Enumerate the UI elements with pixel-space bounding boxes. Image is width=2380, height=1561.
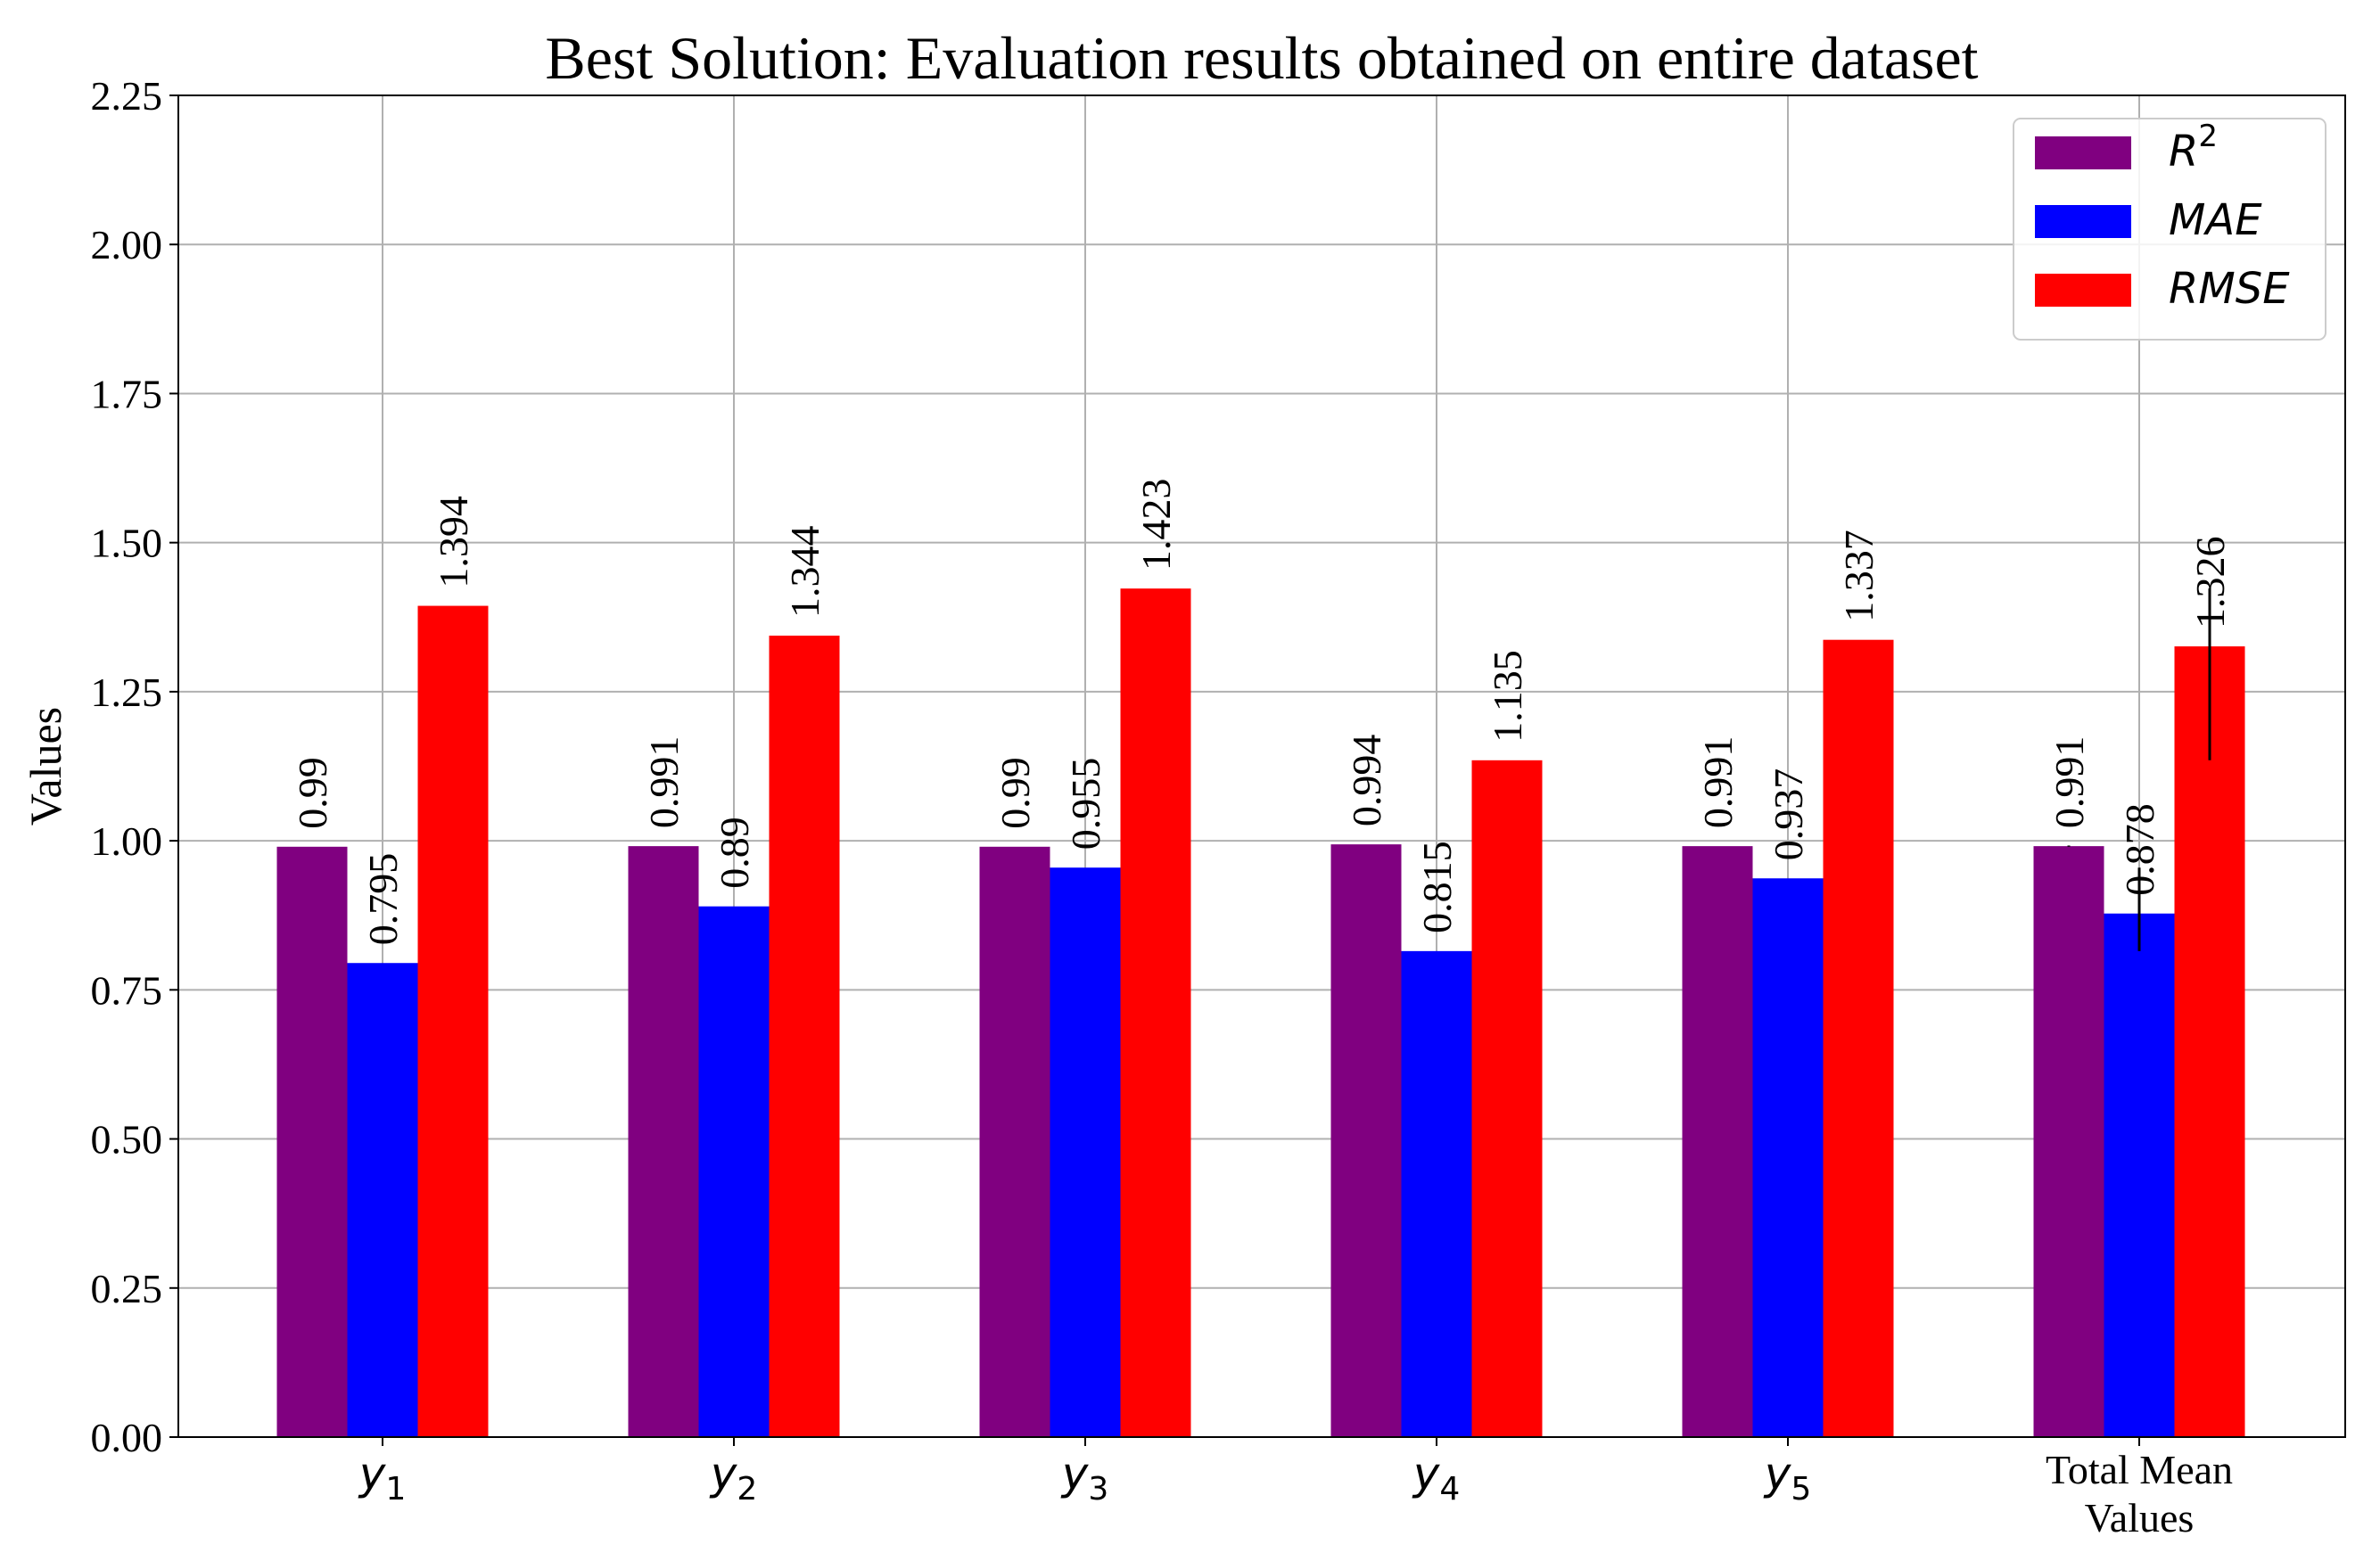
bar [979,846,1050,1437]
legend-entry-label: MAE [2169,195,2262,245]
legend-entry-label: RMSE [2169,264,2290,314]
plot-frame [177,94,2346,1438]
bar-value-label: 1.394 [431,496,476,588]
bar-value-label: 0.795 [360,853,406,946]
legend: R2 MAE RMSE [2013,118,2326,341]
bar [1401,950,1472,1437]
bar [2104,913,2175,1437]
bar-value-label: 1.135 [1485,650,1530,743]
legend-swatch [2035,274,2131,307]
bar [1752,878,1824,1437]
bar-value-label: 0.89 [712,817,757,889]
bar-value-label: 0.937 [1766,768,1811,861]
x-tick-label: Total Mean [2046,1447,2233,1492]
bar-value-label: 0.815 [1414,841,1460,933]
y-tick-label: 1.00 [91,818,163,864]
y-tick-label: 1.25 [91,670,163,715]
bar [1471,760,1543,1437]
x-tick-label: y5 [1763,1448,1812,1508]
bar-value-label: 1.344 [782,526,828,619]
y-tick-label: 1.50 [91,521,163,566]
bar [276,846,348,1437]
bar-value-label: 0.878 [2117,803,2162,896]
bar [1682,846,1753,1437]
x-tick-label: y3 [1060,1448,1109,1508]
bar-value-label: 0.994 [1344,735,1389,827]
bar [2174,646,2245,1437]
y-axis-label: Values [21,707,70,826]
bar [1050,867,1121,1437]
bar-value-label: 0.991 [2046,736,2092,829]
bar-value-label: 0.99 [290,757,335,829]
y-tick-label: 2.00 [91,222,163,267]
bars-layer [276,588,2245,1437]
x-tick-label: y1 [358,1448,407,1508]
legend-swatch [2035,205,2131,238]
y-tick-label: 0.75 [91,967,163,1013]
bar-value-label: 1.337 [1836,530,1882,622]
bar [347,963,418,1437]
bar [698,906,770,1437]
y-axis-ticks: 0.00 0.25 0.50 0.75 1.00 1.25 1.50 1.75 2.00 2.25 [91,73,178,1460]
bar [417,605,489,1437]
y-tick-label: 0.00 [91,1415,163,1460]
y-tick-label: 0.50 [91,1117,163,1163]
chart-title: Best Solution: Evaluation results obtain… [545,24,1978,92]
legend-swatch [2035,136,2131,169]
x-tick-label: Values [2085,1495,2195,1540]
x-tick-label: y2 [709,1448,758,1508]
bar [1823,639,1894,1437]
error-bars-layer [2067,588,2211,951]
y-tick-label: 0.25 [91,1266,163,1311]
y-tick-label: 2.25 [91,73,163,119]
bar-value-label: 0.99 [992,757,1038,829]
bar-value-label: 0.991 [641,736,687,829]
bar-value-label: 1.423 [1133,479,1179,571]
bar [628,846,699,1437]
bar-value-label: 0.991 [1695,736,1741,829]
legend-entry-label: R2 [2169,119,2218,177]
bar [1120,588,1191,1437]
bar-value-label: 1.326 [2187,537,2233,629]
bar [2033,846,2104,1437]
x-tick-label: y4 [1412,1448,1461,1508]
bar-labels-layer: 0.99 0.795 1.394 0.991 0.89 1.344 0.99 0.955 1.4… [290,479,2233,946]
y-tick-label: 1.75 [91,371,163,416]
bar-value-label: 0.955 [1063,758,1108,850]
bar [769,636,840,1437]
bar [1330,844,1402,1437]
